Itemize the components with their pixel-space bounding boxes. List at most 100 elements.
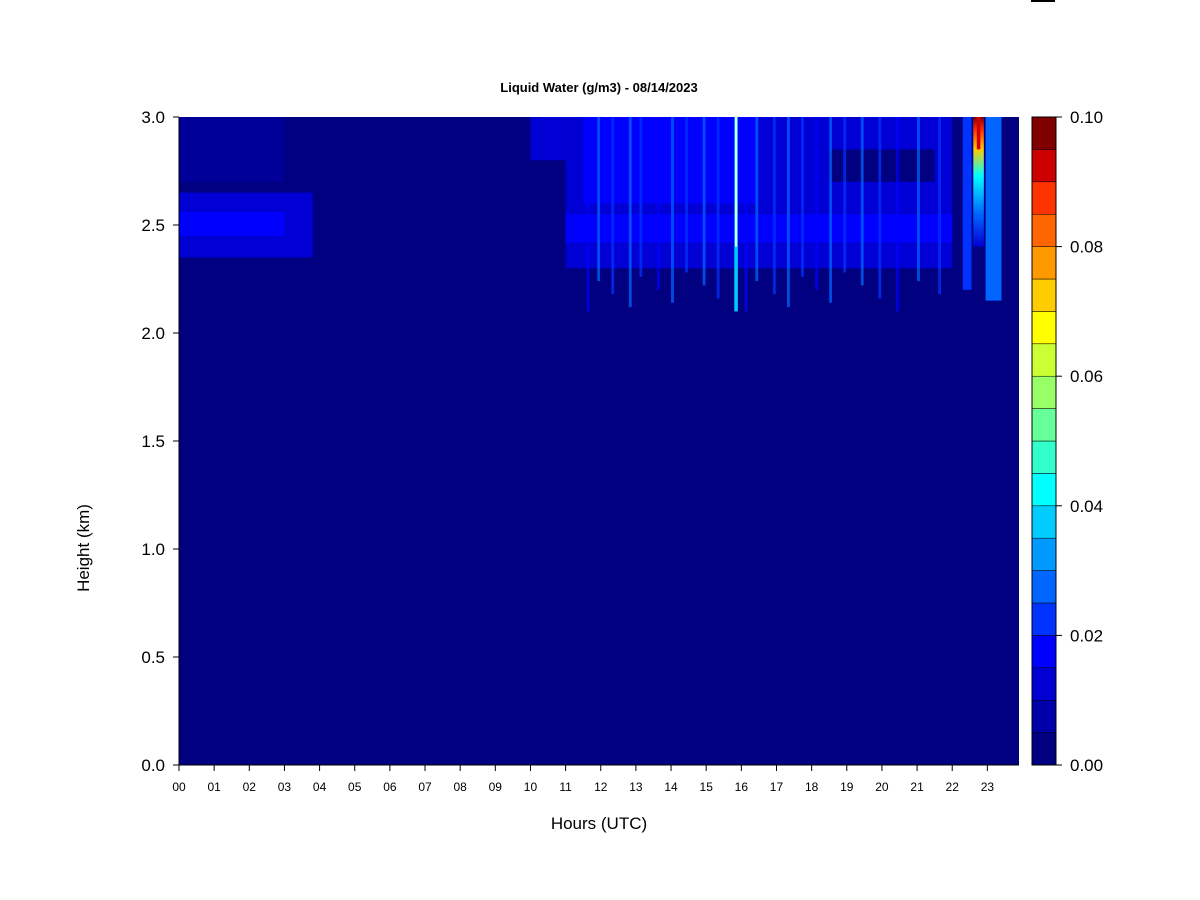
chart-title: Liquid Water (g/m3) - 08/14/2023 <box>500 80 697 95</box>
colorbar-swatch <box>1031 570 1057 604</box>
x-tick-label: 04 <box>313 780 327 794</box>
colorbar-swatch <box>1031 116 1057 150</box>
x-tick-label: 09 <box>489 780 503 794</box>
colorbar-swatch <box>1031 375 1057 409</box>
colorbar-swatch <box>1031 343 1057 377</box>
cloud-layer-morning-core <box>179 212 285 236</box>
x-tick-label: 15 <box>700 780 714 794</box>
colorbar-tick-label: 0.08 <box>1070 238 1103 257</box>
colorbar-tick-label: 0.02 <box>1070 626 1103 645</box>
cloud-streak <box>787 117 790 308</box>
x-tick-label: 18 <box>805 780 819 794</box>
x-tick-label: 07 <box>418 780 432 794</box>
cloud-streak <box>938 117 941 295</box>
y-axis: 0.0 0.5 1.0 1.5 2.0 2.5 3.0 <box>141 108 180 775</box>
x-tick-label: 08 <box>453 780 467 794</box>
cloud-patch-10h <box>530 117 566 161</box>
x-tick-label: 02 <box>243 780 257 794</box>
colorbar-tick-label: 0.10 <box>1070 108 1103 127</box>
colorbar-swatch <box>1031 505 1057 539</box>
colorbar-swatch <box>1031 149 1057 183</box>
x-tick-label: 21 <box>910 780 924 794</box>
colorbar-tick-label: 0.04 <box>1070 497 1103 516</box>
cloud-streak <box>716 117 720 299</box>
cloud-streak <box>702 117 706 286</box>
y-tick-label: 2.0 <box>141 324 165 343</box>
y-tick-label: 1.0 <box>141 540 165 559</box>
cloud-streak <box>878 117 882 299</box>
colorbar-swatch <box>1031 667 1057 701</box>
colorbar-swatch <box>1031 732 1057 766</box>
x-tick-label: 12 <box>594 780 608 794</box>
cloud-streak <box>744 117 748 312</box>
x-tick-label: 03 <box>278 780 292 794</box>
colorbar-swatch <box>1031 408 1057 442</box>
colorbar-swatch <box>1031 440 1057 474</box>
colorbar: 0.00 0.02 0.04 0.06 0.08 0.10 <box>1031 108 1103 775</box>
x-tick-label: 05 <box>348 780 362 794</box>
cloud-streak <box>685 117 688 273</box>
colorbar-swatch <box>1031 278 1057 312</box>
colorbar-tick-label: 0.00 <box>1070 756 1103 775</box>
cloud-streak <box>656 117 660 290</box>
cloud-streak <box>895 117 899 312</box>
x-tick-label: 17 <box>770 780 784 794</box>
y-tick-label: 0.5 <box>141 648 165 667</box>
x-tick-label: 13 <box>629 780 643 794</box>
cloud-streak <box>628 117 632 308</box>
cloud-streak <box>772 117 776 295</box>
colorbar-swatch <box>1031 537 1057 571</box>
colorbar-swatch <box>1031 473 1057 507</box>
cloud-streak <box>597 117 601 282</box>
y-tick-label: 3.0 <box>141 108 165 127</box>
x-axis: 00 01 02 03 04 05 06 07 08 09 10 11 12 13 14 15 16 17 18 19… <box>172 764 1019 794</box>
y-tick-label: 0.0 <box>141 756 165 775</box>
x-tick-label: 19 <box>840 780 854 794</box>
cloud-cell-22h-edge-left <box>962 117 972 290</box>
cloud-streak-16h-core <box>735 117 738 247</box>
x-tick-label: 01 <box>207 780 221 794</box>
cloud-streak <box>639 117 643 277</box>
x-tick-label: 14 <box>664 780 678 794</box>
cloud-streak <box>843 117 847 273</box>
cloud-streak <box>829 117 833 303</box>
x-tick-label: 23 <box>981 780 995 794</box>
cloud-layer-morning-upper <box>179 117 285 182</box>
cloud-streak <box>917 117 920 282</box>
colorbar-swatch <box>1031 699 1057 733</box>
colorbar-frame <box>1031 116 1057 766</box>
heatmap-plot-area <box>179 117 1019 765</box>
y-axis-label: Height (km) <box>74 504 93 592</box>
cloud-layer-upper <box>583 117 759 204</box>
x-tick-label: 06 <box>383 780 397 794</box>
y-tick-label: 2.5 <box>141 216 165 235</box>
cloud-streak <box>860 117 864 286</box>
cloud-streak <box>801 117 804 277</box>
colorbar-swatch <box>1031 246 1057 280</box>
corner-mark <box>1031 0 1055 2</box>
y-tick-label: 1.5 <box>141 432 165 451</box>
x-tick-label: 16 <box>735 780 749 794</box>
x-tick-label: 10 <box>524 780 538 794</box>
cloud-cell-22h-peak <box>976 117 981 150</box>
cloud-streak <box>611 117 615 295</box>
cloud-streak <box>815 117 818 290</box>
cloud-streak <box>586 117 590 312</box>
x-tick-label: 22 <box>946 780 960 794</box>
colorbar-swatch <box>1031 311 1057 345</box>
cloud-cell-22h <box>973 117 984 247</box>
x-axis-label: Hours (UTC) <box>551 814 647 833</box>
cloud-streak <box>755 117 759 282</box>
cloud-layer-daytime-core <box>565 214 953 243</box>
colorbar-swatch <box>1031 602 1057 636</box>
colorbar-swatch <box>1031 181 1057 215</box>
cloud-cell-22h-edge-right <box>985 117 1002 301</box>
cloud-streak <box>671 117 674 303</box>
colorbar-swatch <box>1031 213 1057 247</box>
colorbar-swatch <box>1031 635 1057 669</box>
x-tick-label: 20 <box>875 780 889 794</box>
x-tick-label: 00 <box>172 780 186 794</box>
x-tick-label: 11 <box>559 780 572 794</box>
colorbar-tick-label: 0.06 <box>1070 367 1103 386</box>
